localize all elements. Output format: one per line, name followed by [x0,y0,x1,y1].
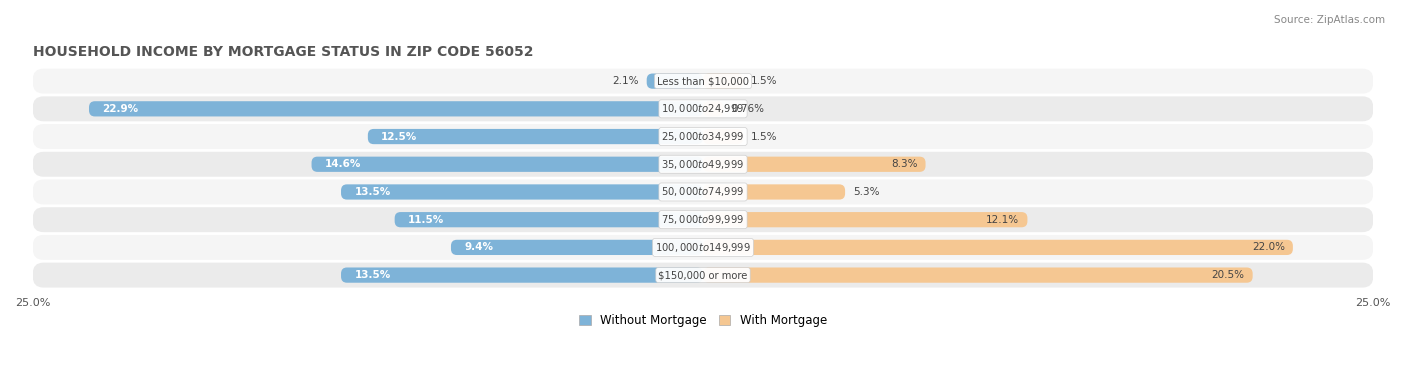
FancyBboxPatch shape [703,268,1253,283]
Text: Source: ZipAtlas.com: Source: ZipAtlas.com [1274,15,1385,25]
FancyBboxPatch shape [703,129,744,144]
FancyBboxPatch shape [703,74,744,89]
Text: 0.76%: 0.76% [731,104,765,114]
FancyBboxPatch shape [32,207,1374,232]
Text: 8.3%: 8.3% [891,159,918,169]
Text: HOUSEHOLD INCOME BY MORTGAGE STATUS IN ZIP CODE 56052: HOUSEHOLD INCOME BY MORTGAGE STATUS IN Z… [32,45,533,59]
FancyBboxPatch shape [703,184,845,199]
FancyBboxPatch shape [703,240,1294,255]
Text: 14.6%: 14.6% [325,159,361,169]
FancyBboxPatch shape [342,184,703,199]
Text: $25,000 to $34,999: $25,000 to $34,999 [661,130,745,143]
Text: 11.5%: 11.5% [408,215,444,225]
FancyBboxPatch shape [451,240,703,255]
FancyBboxPatch shape [32,97,1374,121]
Text: 13.5%: 13.5% [354,270,391,280]
Text: 20.5%: 20.5% [1212,270,1244,280]
FancyBboxPatch shape [647,74,703,89]
FancyBboxPatch shape [32,152,1374,177]
Text: $35,000 to $49,999: $35,000 to $49,999 [661,158,745,171]
FancyBboxPatch shape [368,129,703,144]
Text: 9.4%: 9.4% [464,242,494,252]
FancyBboxPatch shape [32,263,1374,288]
Text: 22.0%: 22.0% [1251,242,1285,252]
Text: 1.5%: 1.5% [751,76,778,86]
FancyBboxPatch shape [342,268,703,283]
Text: 12.1%: 12.1% [986,215,1019,225]
Text: 12.5%: 12.5% [381,132,418,141]
Text: 22.9%: 22.9% [103,104,139,114]
FancyBboxPatch shape [703,212,1028,227]
Text: $150,000 or more: $150,000 or more [658,270,748,280]
Text: $10,000 to $24,999: $10,000 to $24,999 [661,102,745,115]
FancyBboxPatch shape [32,179,1374,204]
FancyBboxPatch shape [703,156,925,172]
Text: Less than $10,000: Less than $10,000 [657,76,749,86]
FancyBboxPatch shape [32,235,1374,260]
Text: 13.5%: 13.5% [354,187,391,197]
Text: 1.5%: 1.5% [751,132,778,141]
FancyBboxPatch shape [312,156,703,172]
Text: $100,000 to $149,999: $100,000 to $149,999 [655,241,751,254]
FancyBboxPatch shape [89,101,703,116]
Legend: Without Mortgage, With Mortgage: Without Mortgage, With Mortgage [574,310,832,332]
FancyBboxPatch shape [32,124,1374,149]
FancyBboxPatch shape [703,101,723,116]
FancyBboxPatch shape [395,212,703,227]
FancyBboxPatch shape [32,69,1374,93]
Text: 2.1%: 2.1% [612,76,638,86]
Text: 5.3%: 5.3% [853,187,880,197]
Text: $75,000 to $99,999: $75,000 to $99,999 [661,213,745,226]
Text: $50,000 to $74,999: $50,000 to $74,999 [661,185,745,198]
